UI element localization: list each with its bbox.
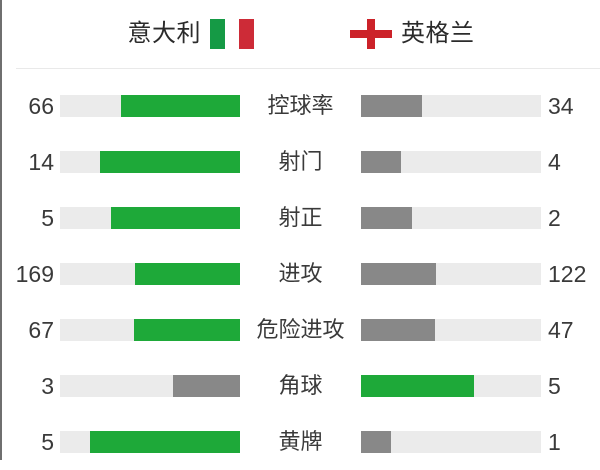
away-bar-fill bbox=[361, 151, 401, 173]
home-bar-fill bbox=[172, 375, 240, 397]
teams-header: 意大利 英格兰 bbox=[2, 0, 600, 68]
home-value: 14 bbox=[28, 148, 54, 175]
stats-rows: 66 控球率 34 14 射门 4 5 射正 2 169 进攻 122 67 危险进攻 47 3 角球 5 5 黄牌 1 bbox=[2, 68, 600, 470]
home-bar-track bbox=[60, 207, 240, 229]
away-value: 2 bbox=[548, 204, 561, 231]
away-value: 122 bbox=[548, 260, 587, 287]
away-value: 1 bbox=[548, 428, 561, 455]
home-value: 66 bbox=[28, 92, 54, 119]
stat-label: 控球率 bbox=[267, 93, 334, 118]
italy-flag-icon bbox=[210, 19, 254, 49]
away-value: 4 bbox=[548, 148, 561, 175]
home-value: 3 bbox=[41, 372, 54, 399]
home-team: 意大利 bbox=[128, 19, 255, 49]
home-bar-fill bbox=[90, 431, 240, 453]
away-bar-track bbox=[361, 207, 541, 229]
stat-label: 角球 bbox=[278, 373, 323, 398]
away-bar-fill bbox=[361, 207, 413, 229]
stat-row: 14 射门 4 bbox=[2, 134, 600, 190]
home-bar-track bbox=[60, 431, 240, 453]
away-bar-track bbox=[361, 263, 541, 285]
home-bar-fill bbox=[135, 263, 240, 285]
away-value: 34 bbox=[548, 92, 574, 119]
stat-label: 射门 bbox=[278, 149, 323, 174]
away-bar-fill bbox=[361, 263, 437, 285]
home-bar-track bbox=[60, 151, 240, 173]
home-bar-fill bbox=[121, 95, 240, 117]
stat-row: 5 黄牌 1 bbox=[2, 414, 600, 470]
stat-label: 射正 bbox=[278, 205, 323, 230]
home-value: 5 bbox=[41, 204, 54, 231]
home-bar-track bbox=[60, 263, 240, 285]
stat-label: 进攻 bbox=[278, 261, 323, 286]
home-bar-fill bbox=[134, 319, 240, 341]
away-bar-track bbox=[361, 375, 541, 397]
stat-label: 危险进攻 bbox=[256, 317, 345, 342]
away-value: 5 bbox=[548, 372, 561, 399]
away-team: 英格兰 bbox=[350, 19, 475, 49]
away-bar-track bbox=[361, 151, 541, 173]
away-bar-track bbox=[361, 431, 541, 453]
stat-label: 黄牌 bbox=[278, 429, 323, 454]
away-bar-fill bbox=[361, 375, 474, 397]
home-value: 169 bbox=[15, 260, 54, 287]
home-value: 67 bbox=[28, 316, 54, 343]
stat-row: 66 控球率 34 bbox=[2, 78, 600, 134]
away-bar-fill bbox=[361, 431, 392, 453]
away-bar-fill bbox=[361, 319, 436, 341]
stat-row: 5 射正 2 bbox=[2, 190, 600, 246]
stat-row: 169 进攻 122 bbox=[2, 246, 600, 302]
away-bar-track bbox=[361, 95, 541, 117]
header-divider bbox=[16, 68, 600, 69]
home-team-name: 意大利 bbox=[127, 20, 201, 47]
home-bar-track bbox=[60, 319, 240, 341]
stat-row: 67 危险进攻 47 bbox=[2, 302, 600, 358]
away-bar-track bbox=[361, 319, 541, 341]
home-bar-track bbox=[60, 375, 240, 397]
home-bar-fill bbox=[111, 207, 240, 229]
away-bar-fill bbox=[361, 95, 423, 117]
home-bar-track bbox=[60, 95, 240, 117]
england-flag-icon bbox=[350, 19, 392, 49]
home-bar-fill bbox=[99, 151, 240, 173]
stat-row: 3 角球 5 bbox=[2, 358, 600, 414]
home-value: 5 bbox=[41, 428, 54, 455]
away-value: 47 bbox=[548, 316, 574, 343]
match-stats-panel: 意大利 英格兰 66 控球率 34 14 射门 4 5 射正 2 169 进攻 122 67 危险进攻 47… bbox=[0, 0, 600, 460]
away-team-name: 英格兰 bbox=[401, 20, 475, 47]
